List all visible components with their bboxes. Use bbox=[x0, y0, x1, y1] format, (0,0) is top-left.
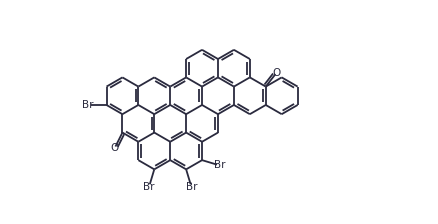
Text: Br: Br bbox=[143, 182, 155, 192]
Text: Br: Br bbox=[214, 160, 226, 170]
Text: O: O bbox=[272, 68, 281, 78]
Text: Br: Br bbox=[82, 100, 94, 110]
Text: Br: Br bbox=[186, 182, 197, 192]
Text: O: O bbox=[110, 143, 119, 153]
